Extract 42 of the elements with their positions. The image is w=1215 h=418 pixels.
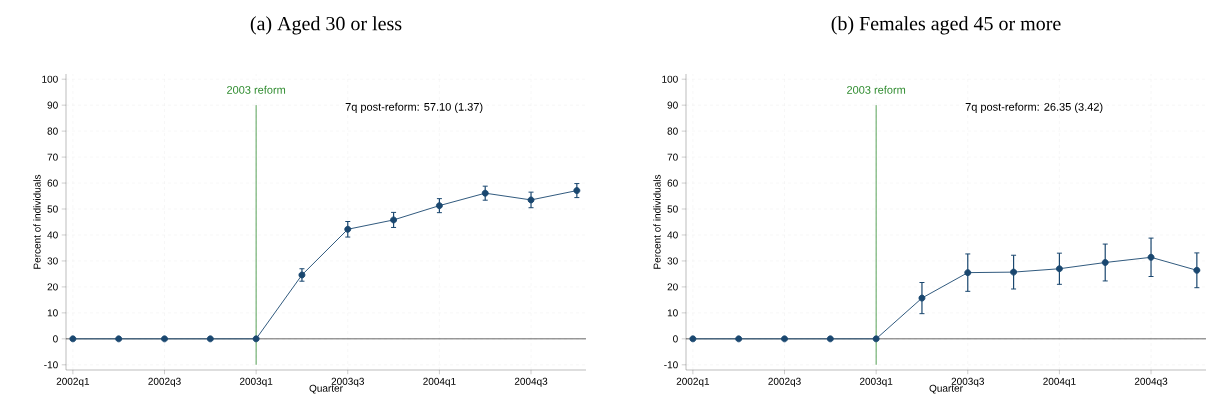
y-axis-title: Percent of individuals <box>33 174 41 269</box>
y-tick-label: 20 <box>667 283 678 291</box>
y-tick-label: 20 <box>47 283 58 291</box>
y-tick-label: 90 <box>667 101 678 109</box>
y-tick-label: 70 <box>47 153 58 161</box>
x-tick-label: 2003q1 <box>239 377 273 387</box>
y-tick-label: -10 <box>664 361 678 369</box>
y-tick-label: 60 <box>667 179 678 187</box>
chart-title: (a) Aged 30 or less <box>250 16 402 35</box>
x-tick-label: 2003q1 <box>859 377 893 387</box>
y-tick-label: 70 <box>667 153 678 161</box>
x-tick-label: 2002q3 <box>768 377 801 387</box>
x-tick-label: 2002q1 <box>676 377 710 387</box>
y-tick-label: 30 <box>667 257 678 265</box>
y-tick-label: 80 <box>667 127 678 135</box>
x-tick-label: 2002q1 <box>56 377 90 387</box>
y-tick-label: 60 <box>47 179 58 187</box>
x-tick-label: 2002q3 <box>148 377 181 387</box>
x-tick-label: 2004q1 <box>1043 377 1076 387</box>
x-tick-label: 2004q1 <box>423 377 456 387</box>
annotation: 7q post-reform: 57.10 (1.37) <box>345 102 483 113</box>
x-tick-label: 2004q3 <box>1134 377 1168 387</box>
y-tick-label: 100 <box>662 75 678 83</box>
y-tick-label: 30 <box>47 257 58 265</box>
y-tick-label: 40 <box>47 231 58 239</box>
chart-title: (b) Females aged 45 or more <box>831 16 1061 35</box>
y-tick-label: 40 <box>667 231 678 239</box>
y-tick-label: 90 <box>47 101 58 109</box>
y-tick-label: 100 <box>42 75 58 83</box>
ref-line-label: 2003 reform <box>227 85 286 94</box>
y-tick-label: 50 <box>47 205 58 213</box>
y-axis-title: Percent of individuals <box>653 174 661 269</box>
y-tick-label: 50 <box>667 205 678 213</box>
y-tick-label: 80 <box>47 127 58 135</box>
y-tick-label: 0 <box>673 335 678 343</box>
ref-line-label: 2003 reform <box>847 85 906 94</box>
y-tick-label: 10 <box>47 309 58 317</box>
x-tick-label: 2004q3 <box>514 377 548 387</box>
annotation: 7q post-reform: 26.35 (3.42) <box>965 102 1103 113</box>
y-tick-label: 10 <box>667 309 678 317</box>
y-tick-label: -10 <box>44 361 58 369</box>
y-tick-label: 0 <box>53 335 58 343</box>
